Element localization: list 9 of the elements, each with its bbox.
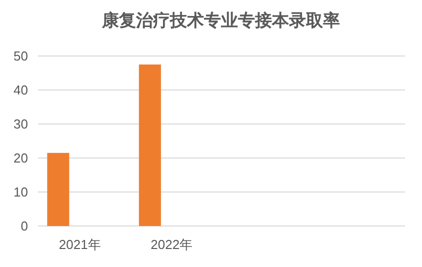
y-tick-label: 30 [14,116,28,132]
y-tick-label: 40 [14,82,28,98]
y-tick-label: 20 [14,150,28,166]
y-tick-label: 50 [14,48,28,64]
chart-title: 康复治疗技术专业专接本录取率 [101,11,340,31]
y-tick-label: 0 [20,218,28,234]
y-tick-label: 10 [14,184,28,200]
x-tick-label: 2022年 [150,237,193,252]
x-tick-label: 2021年 [58,237,101,252]
